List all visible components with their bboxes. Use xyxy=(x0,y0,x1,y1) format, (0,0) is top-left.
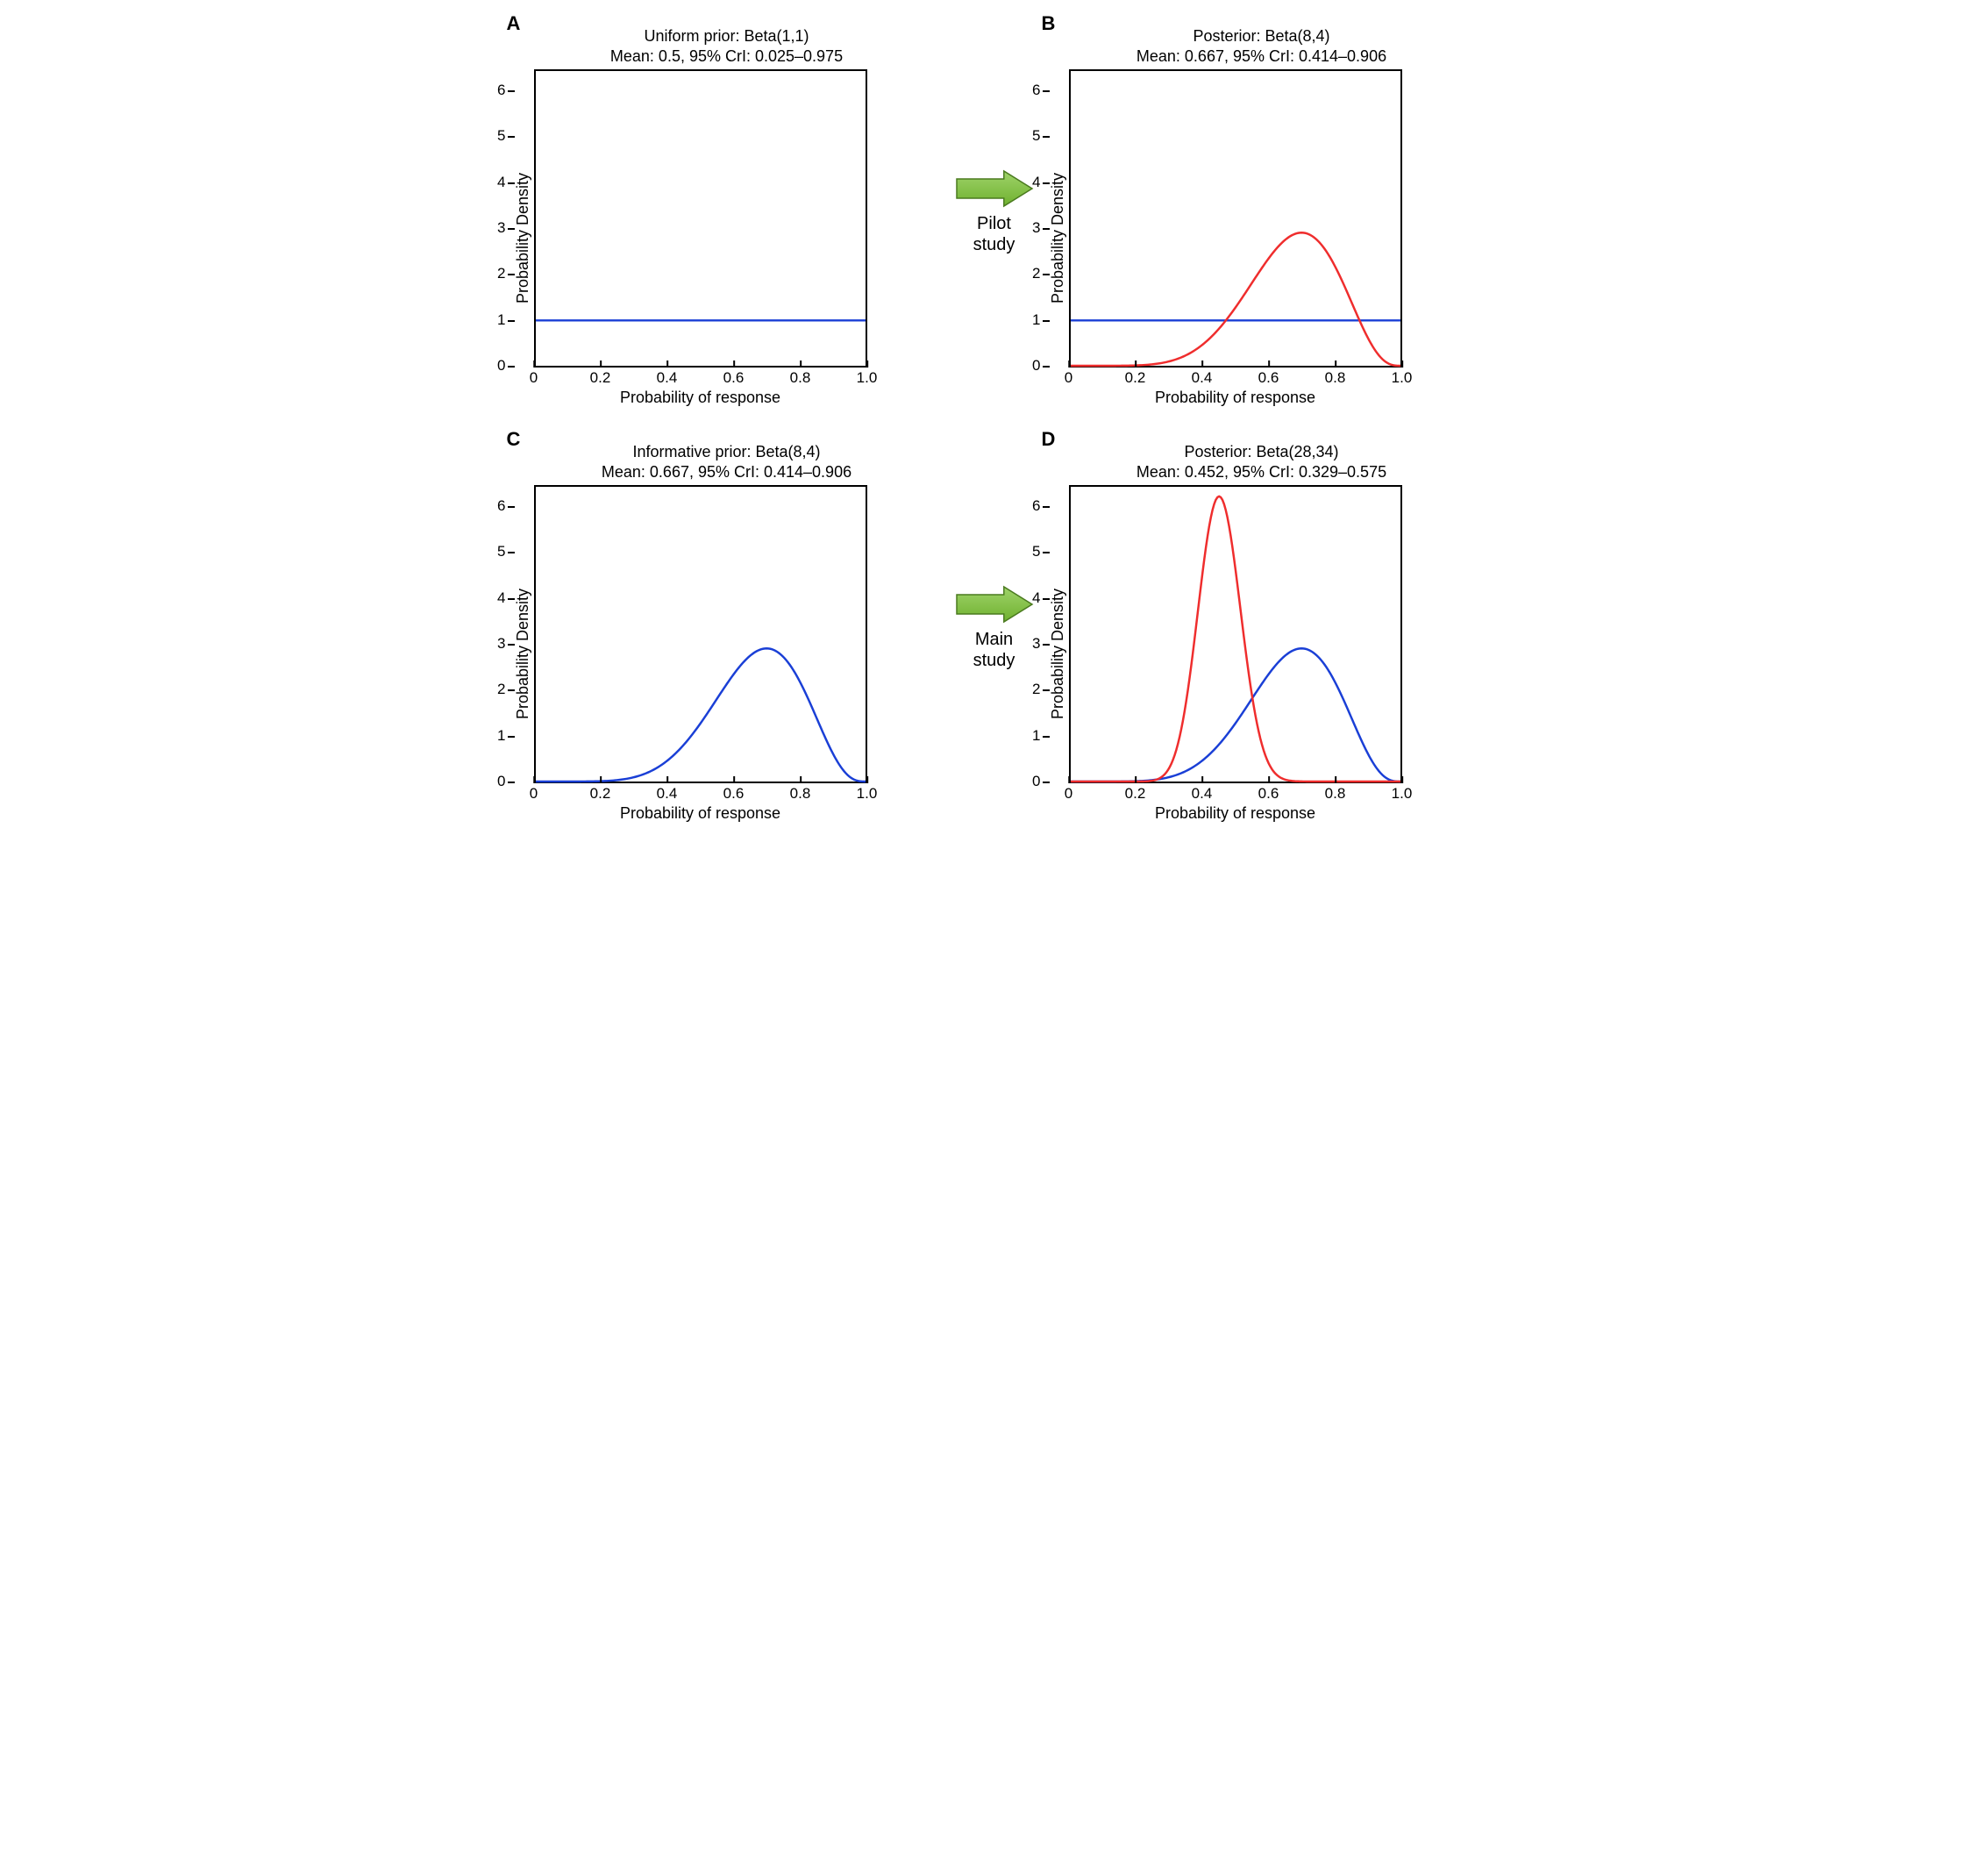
xtick: 0 xyxy=(530,369,538,387)
arrow-icon xyxy=(955,169,1034,208)
arrow-main: Main study xyxy=(942,433,1047,823)
arrow-bottom-label2: study xyxy=(973,650,1015,671)
ytick: 0 xyxy=(497,357,505,375)
ytick: 4 xyxy=(1032,589,1040,607)
xtick: 0 xyxy=(530,785,538,803)
xtick: 1.0 xyxy=(1392,369,1413,387)
arrow-pilot: Pilot study xyxy=(942,18,1047,407)
xtick: 0.6 xyxy=(723,369,745,387)
ytick: 3 xyxy=(497,219,505,237)
curve-prior xyxy=(1071,648,1400,782)
ytick: 6 xyxy=(1032,82,1040,99)
panel-A: A Uniform prior: Beta(1,1) Mean: 0.5, 95… xyxy=(512,18,942,407)
panel-B-xlabel: Probability of response xyxy=(1069,389,1402,407)
ytick: 2 xyxy=(497,681,505,698)
xtick: 0.8 xyxy=(1325,369,1346,387)
ytick: 2 xyxy=(1032,265,1040,282)
arrow-top-label1: Pilot xyxy=(973,213,1015,234)
panel-B: B Posterior: Beta(8,4) Mean: 0.667, 95% … xyxy=(1047,18,1477,407)
xtick: 0.8 xyxy=(790,369,811,387)
ytick: 3 xyxy=(1032,219,1040,237)
ytick: 4 xyxy=(497,174,505,191)
panel-C-xlabel: Probability of response xyxy=(534,804,867,823)
ytick: 4 xyxy=(1032,174,1040,191)
plotbox-B: 0123456 xyxy=(1069,69,1402,368)
ytick: 3 xyxy=(497,635,505,653)
panel-D: D Posterior: Beta(28,34) Mean: 0.452, 95… xyxy=(1047,433,1477,823)
chart-D: Posterior: Beta(28,34) Mean: 0.452, 95% … xyxy=(1047,433,1477,823)
ytick: 6 xyxy=(497,497,505,515)
panel-C: C Informative prior: Beta(8,4) Mean: 0.6… xyxy=(512,433,942,823)
xtick: 1.0 xyxy=(857,369,878,387)
ytick: 3 xyxy=(1032,635,1040,653)
xtick: 0.4 xyxy=(1192,785,1213,803)
chart-B: Posterior: Beta(8,4) Mean: 0.667, 95% Cr… xyxy=(1047,18,1477,407)
plotbox-D: 0123456 xyxy=(1069,485,1402,783)
ytick: 5 xyxy=(497,127,505,145)
xtick: 0.2 xyxy=(590,369,611,387)
panel-A-title2: Mean: 0.5, 95% CrI: 0.025–0.975 xyxy=(512,46,942,67)
panel-D-title2: Mean: 0.452, 95% CrI: 0.329–0.575 xyxy=(1047,462,1477,482)
arrow-top-label2: study xyxy=(973,234,1015,255)
xtick: 0.6 xyxy=(1258,369,1279,387)
xtick: 0 xyxy=(1065,369,1072,387)
ytick: 2 xyxy=(1032,681,1040,698)
ytick: 0 xyxy=(1032,773,1040,790)
ytick: 0 xyxy=(497,773,505,790)
plotbox-C: 0123456 xyxy=(534,485,867,783)
xtick: 0.8 xyxy=(790,785,811,803)
panel-label-D: D xyxy=(1042,428,1056,451)
ytick: 1 xyxy=(497,727,505,745)
panel-A-xlabel: Probability of response xyxy=(534,389,867,407)
curve-prior xyxy=(536,648,866,782)
ytick: 5 xyxy=(1032,543,1040,560)
curve-posterior xyxy=(1071,496,1400,782)
panel-label-A: A xyxy=(507,12,521,35)
ytick: 4 xyxy=(497,589,505,607)
xtick: 1.0 xyxy=(1392,785,1413,803)
ytick: 5 xyxy=(497,543,505,560)
panel-label-C: C xyxy=(507,428,521,451)
arrow-bottom-label1: Main xyxy=(973,629,1015,650)
panel-B-title1: Posterior: Beta(8,4) xyxy=(1047,26,1477,46)
xtick: 0.2 xyxy=(1125,369,1146,387)
panel-label-B: B xyxy=(1042,12,1056,35)
xtick: 1.0 xyxy=(857,785,878,803)
xtick: 0.4 xyxy=(657,785,678,803)
ytick: 1 xyxy=(1032,727,1040,745)
xtick: 0.4 xyxy=(657,369,678,387)
panel-D-ylabel: Probability Density xyxy=(1047,485,1069,823)
ytick: 5 xyxy=(1032,127,1040,145)
ytick: 2 xyxy=(497,265,505,282)
xtick: 0.2 xyxy=(590,785,611,803)
xtick: 0.8 xyxy=(1325,785,1346,803)
panel-A-title1: Uniform prior: Beta(1,1) xyxy=(512,26,942,46)
xtick: 0.4 xyxy=(1192,369,1213,387)
xtick: 0.2 xyxy=(1125,785,1146,803)
panel-C-title2: Mean: 0.667, 95% CrI: 0.414–0.906 xyxy=(512,462,942,482)
xtick: 0 xyxy=(1065,785,1072,803)
xtick: 0.6 xyxy=(1258,785,1279,803)
panel-B-ylabel: Probability Density xyxy=(1047,69,1069,407)
chart-C: Informative prior: Beta(8,4) Mean: 0.667… xyxy=(512,433,942,823)
ytick: 6 xyxy=(497,82,505,99)
curve-posterior xyxy=(1071,232,1400,366)
chart-A: Uniform prior: Beta(1,1) Mean: 0.5, 95% … xyxy=(512,18,942,407)
panel-C-ylabel: Probability Density xyxy=(512,485,534,823)
ytick: 6 xyxy=(1032,497,1040,515)
ytick: 1 xyxy=(1032,311,1040,329)
xtick: 0.6 xyxy=(723,785,745,803)
ytick: 0 xyxy=(1032,357,1040,375)
panel-C-title1: Informative prior: Beta(8,4) xyxy=(512,442,942,462)
panel-D-title1: Posterior: Beta(28,34) xyxy=(1047,442,1477,462)
panel-B-title2: Mean: 0.667, 95% CrI: 0.414–0.906 xyxy=(1047,46,1477,67)
figure-grid: A Uniform prior: Beta(1,1) Mean: 0.5, 95… xyxy=(512,18,1477,823)
panel-A-ylabel: Probability Density xyxy=(512,69,534,407)
plotbox-A: 0123456 xyxy=(534,69,867,368)
arrow-icon xyxy=(955,585,1034,624)
panel-D-xlabel: Probability of response xyxy=(1069,804,1402,823)
ytick: 1 xyxy=(497,311,505,329)
